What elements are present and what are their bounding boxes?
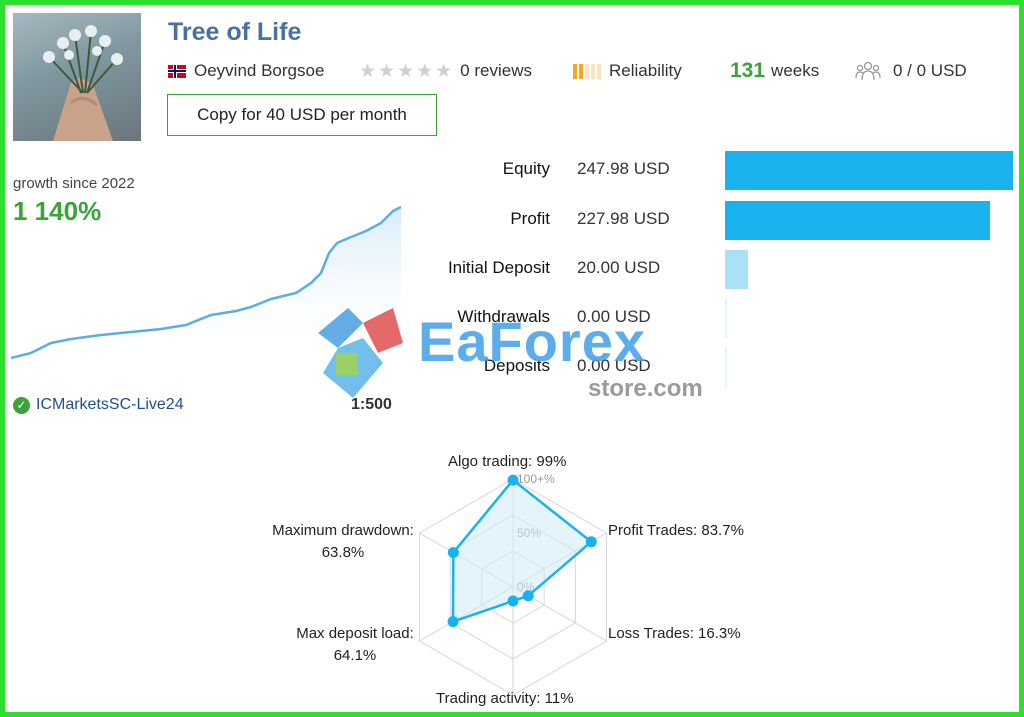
- stat-bar-equity: [725, 151, 1013, 190]
- reliability-bars-icon: [573, 63, 601, 79]
- stat-label-profit: Profit: [510, 209, 550, 228]
- stat-label-equity: Equity: [502, 159, 550, 178]
- radar-label-max-deposit-load: Max deposit load: 64.1%: [285, 623, 425, 667]
- radar-point: [447, 616, 459, 628]
- stat-label-initial-deposit: Initial Deposit: [447, 258, 550, 277]
- growth-chart[interactable]: [11, 203, 401, 363]
- reliability-label: Reliability: [609, 61, 682, 80]
- broker-info[interactable]: ✓ ICMarketsSC-Live24: [13, 396, 184, 414]
- weeks-number: 131: [730, 59, 766, 82]
- radar-label-trading-activity: Trading activity: 11%: [436, 690, 574, 707]
- leverage-value: 1:500: [351, 396, 392, 413]
- star-rating-icon: ★★★★★: [359, 60, 455, 82]
- radar-label-algo-trading: Algo trading: 99%: [448, 453, 567, 470]
- radar-label-max-drawdown: Maximum drawdown: 63.8%: [258, 520, 428, 564]
- radar-point: [447, 547, 459, 559]
- author-info[interactable]: Oeyvind Borgsoe: [168, 60, 324, 82]
- reviews-info[interactable]: ★★★★★ 0 reviews: [359, 60, 532, 82]
- radar-label-loss-trades: Loss Trades: 16.3%: [608, 625, 741, 642]
- flowers-image: [43, 25, 123, 141]
- signal-avatar[interactable]: [13, 13, 141, 141]
- weeks-label: weeks: [771, 61, 820, 80]
- radar-point: [507, 474, 519, 486]
- growth-area: [11, 207, 401, 363]
- reviews-count: 0 reviews: [460, 61, 532, 80]
- radar-label-max-deposit-load-value: 64.1%: [333, 647, 377, 664]
- flag-norway-icon: [168, 64, 186, 78]
- broker-name[interactable]: ICMarketsSC-Live24: [36, 396, 184, 413]
- radar-chart[interactable]: 100+%50%0%: [5, 5, 1019, 712]
- radar-point: [507, 595, 519, 607]
- radar-label-max-drawdown-title: Maximum drawdown:: [272, 522, 414, 539]
- growth-label: growth since 2022: [13, 175, 135, 192]
- stat-bar-withdrawals: [725, 299, 727, 338]
- growth-line: [11, 205, 401, 360]
- copy-subscribe-button[interactable]: Copy for 40 USD per month: [167, 94, 437, 136]
- stat-value-profit: 227.98 USD: [577, 209, 670, 228]
- stat-value-initial-deposit: 20.00 USD: [577, 258, 661, 277]
- weeks-info: 131 weeks: [730, 59, 820, 82]
- subscribers-info: 0 / 0 USD: [855, 60, 967, 82]
- radar-point: [585, 536, 597, 548]
- subscribers-value: 0 / 0 USD: [893, 61, 967, 80]
- radar-points: [447, 474, 597, 628]
- stat-label-withdrawals: Withdrawals: [457, 307, 550, 326]
- stat-bar-deposits: [725, 348, 727, 387]
- radar-label-max-drawdown-value: 63.8%: [321, 544, 365, 561]
- stat-label-deposits: Deposits: [483, 356, 550, 375]
- radar-label-max-deposit-load-title: Max deposit load:: [296, 625, 414, 642]
- radar-ring-label: 100+%: [517, 472, 555, 486]
- stat-bar-initial-deposit: [725, 250, 749, 289]
- growth-value: 1 140%: [13, 196, 102, 226]
- radar-point: [522, 590, 534, 602]
- subscribers-icon: [855, 61, 881, 81]
- stat-value-withdrawals: 0.00 USD: [577, 307, 651, 326]
- radar-label-profit-trades: Profit Trades: 83.7%: [608, 522, 744, 539]
- signal-card: Tree of Life Oeyvind Borgsoe ★★★★★ 0 rev…: [5, 5, 1019, 712]
- signal-title[interactable]: Tree of Life: [168, 18, 302, 46]
- verified-check-icon: ✓: [13, 396, 30, 414]
- reliability-info: Reliability: [573, 60, 682, 82]
- stat-value-deposits: 0.00 USD: [577, 356, 651, 375]
- stat-value-equity: 247.98 USD: [577, 159, 670, 178]
- stat-bar-profit: [725, 201, 990, 240]
- author-name[interactable]: Oeyvind Borgsoe: [194, 61, 325, 80]
